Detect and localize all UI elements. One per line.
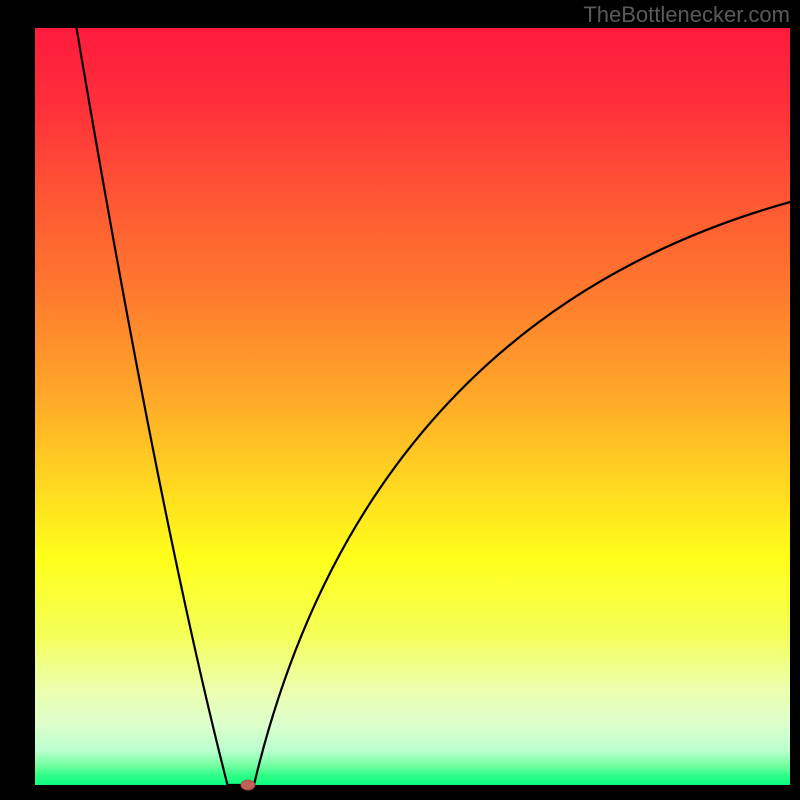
watermark-label: TheBottlenecker.com (583, 2, 790, 28)
bottleneck-curve-chart (0, 0, 800, 800)
plot-background (35, 28, 790, 785)
minimum-marker (241, 780, 255, 790)
chart-container: TheBottlenecker.com (0, 0, 800, 800)
